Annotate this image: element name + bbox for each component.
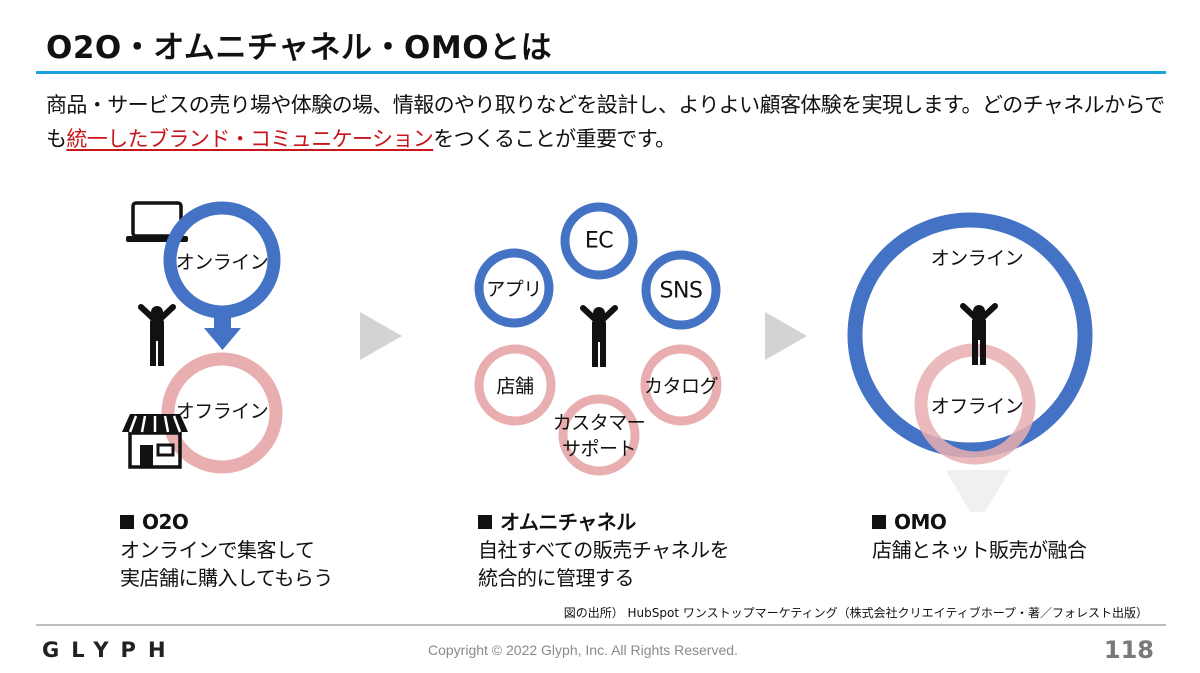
omni-caption-title-text: オムニチャネル	[500, 510, 636, 534]
lead-text-end: をつくることが重要です。	[433, 127, 676, 151]
page-number: 118	[1103, 636, 1154, 664]
omo-online-label: オンライン	[930, 247, 1024, 270]
o2o-online-label: オンライン	[175, 251, 269, 274]
person-icon	[580, 305, 618, 367]
store-label: 店舗	[496, 375, 534, 398]
copyright-text: Copyright © 2022 Glyph, Inc. All Rights …	[428, 642, 738, 658]
omo-funnel-shadow	[946, 470, 1010, 512]
app-label: アプリ	[486, 278, 542, 301]
arrow-down-icon	[204, 310, 241, 350]
next-arrow-2	[765, 312, 807, 360]
sns-ring	[641, 250, 721, 330]
o2o-caption-title-text: O2O	[142, 510, 189, 534]
lead-highlight: 統一したブランド・コミュニケーション	[66, 127, 434, 151]
store-icon	[122, 414, 188, 469]
omo-offline-label: オフライン	[930, 395, 1024, 418]
omni-caption-title: オムニチャネル	[478, 508, 729, 536]
store-ring	[474, 344, 556, 426]
slide-title: O2O・オムニチャネル・OMOとは	[46, 30, 553, 66]
source-citation: 図の出所） HubSpot ワンストップマーケティング（株式会社クリエイティブホ…	[563, 606, 1148, 620]
support-label-line2: サポート	[561, 438, 637, 460]
omni-caption-line: 統合的に管理する	[478, 566, 635, 590]
lead-paragraph: 商品・サービスの売り場や体験の場、情報のやり取りなどを設計し、よりよい顧客体験を…	[46, 88, 1166, 156]
person-icon	[138, 304, 176, 366]
person-icon	[960, 303, 998, 365]
sns-label: SNS	[659, 278, 703, 304]
o2o-offline-label: オフライン	[175, 400, 269, 423]
support-label-line1: カスタマー	[552, 412, 646, 434]
square-bullet-icon	[478, 515, 492, 529]
omni-caption: オムニチャネル 自社すべての販売チャネルを 統合的に管理する	[478, 508, 730, 592]
app-ring	[474, 248, 554, 328]
catalog-ring	[640, 344, 722, 426]
company-logo: GLYPH	[42, 638, 178, 662]
omo-caption-title: OMO	[872, 508, 1087, 536]
o2o-caption-line: オンラインで集客して	[120, 538, 315, 562]
support-ring	[558, 394, 640, 476]
o2o-caption-title: O2O	[120, 508, 333, 536]
ec-label: EC	[584, 228, 614, 254]
o2o-offline-ring	[161, 352, 283, 474]
next-arrow-1	[360, 312, 402, 360]
footer-divider	[36, 624, 1166, 626]
o2o-caption-line: 実店舗に購入してもらう	[120, 566, 333, 590]
support-label: カスタマー サポート	[553, 410, 646, 462]
square-bullet-icon	[872, 515, 886, 529]
omo-caption-line: 店舗とネット販売が融合	[872, 538, 1087, 562]
title-underline	[36, 71, 1166, 74]
omo-caption-title-text: OMO	[894, 510, 947, 534]
omo-online-ring	[847, 212, 1093, 458]
o2o-caption: O2O オンラインで集客して 実店舗に購入してもらう	[120, 508, 333, 592]
omo-caption: OMO 店舗とネット販売が融合	[872, 508, 1087, 564]
omni-caption-line: 自社すべての販売チャネルを	[478, 538, 730, 562]
lead-text: 商品・サービスの売り場や体験の場、情報のやり取りなどを設計し、よりよい顧客体験を…	[46, 93, 1165, 151]
catalog-label: カタログ	[643, 375, 719, 398]
square-bullet-icon	[120, 515, 134, 529]
ec-ring	[560, 202, 638, 280]
